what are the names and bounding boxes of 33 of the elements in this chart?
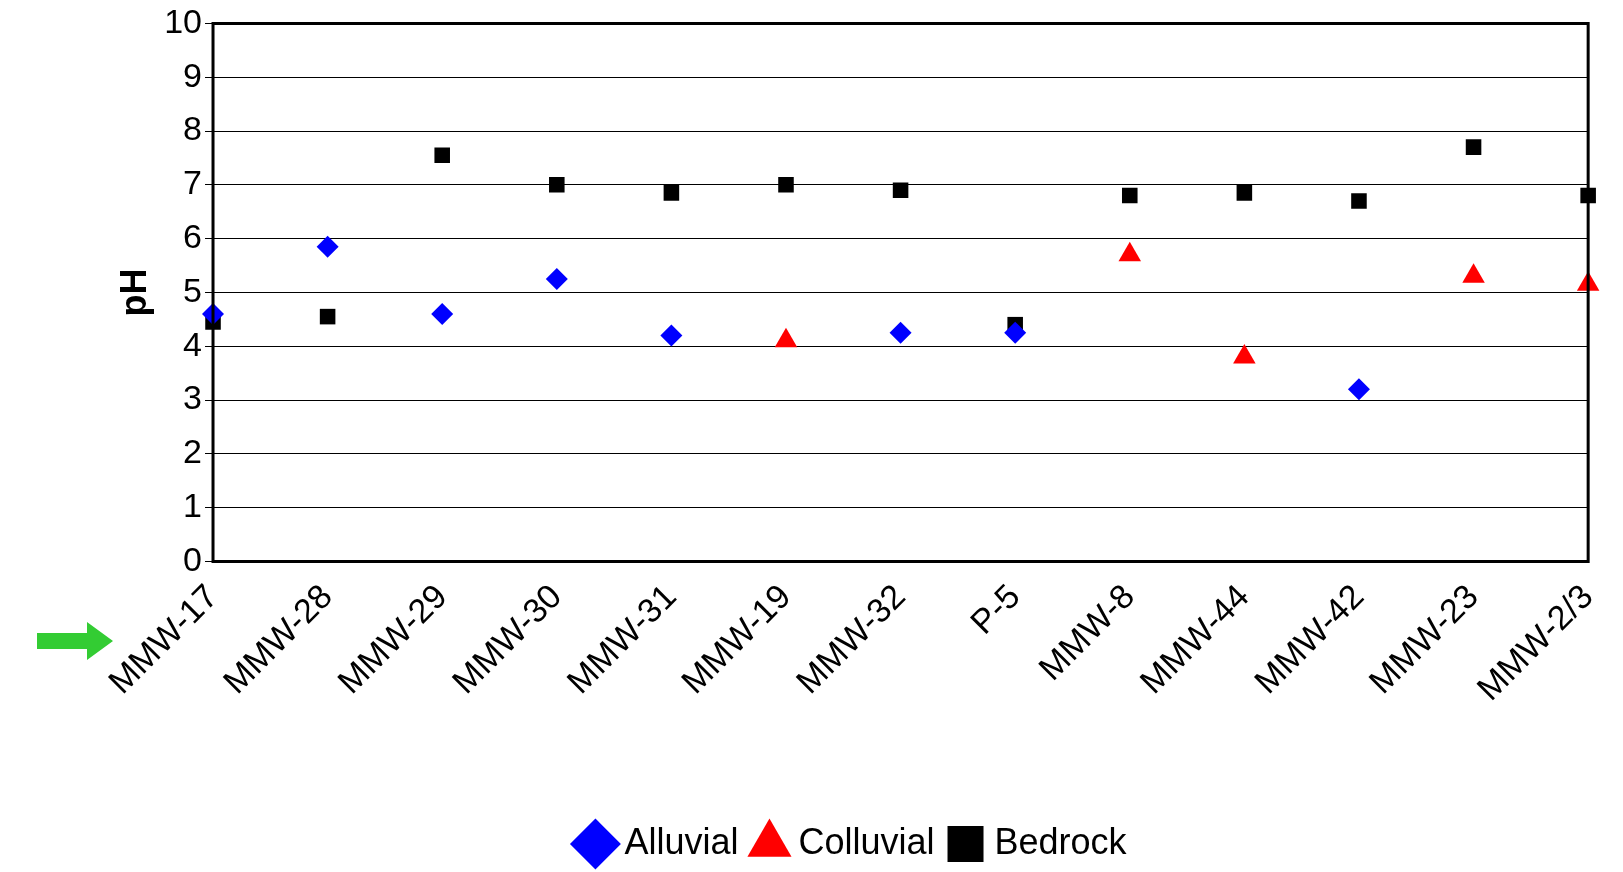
- y-tick-label: 8: [183, 109, 203, 148]
- point: [1004, 321, 1027, 344]
- point: [434, 147, 450, 163]
- y-tick-label: 4: [183, 324, 203, 363]
- point: [1236, 185, 1253, 201]
- point: [431, 302, 454, 325]
- y-tick-label: 1: [183, 485, 203, 524]
- point: [319, 308, 336, 325]
- point: [889, 321, 912, 344]
- legend-label: Alluvial: [624, 820, 739, 862]
- point: [545, 267, 568, 290]
- y-tick-label: 2: [183, 432, 203, 471]
- point: [660, 324, 683, 347]
- y-tick-label: 3: [183, 378, 203, 417]
- x-tick-label: P-5: [962, 576, 1027, 641]
- y-axis-title: pH: [112, 268, 154, 317]
- point: [1465, 139, 1482, 155]
- y-tick-label: 0: [183, 539, 203, 578]
- legend-label: Bedrock: [994, 820, 1128, 862]
- point: [1351, 193, 1367, 209]
- point: [1121, 187, 1138, 204]
- y-tick-label: 10: [164, 1, 203, 40]
- y-tick-label: 7: [183, 163, 203, 202]
- y-tick-label: 6: [183, 216, 203, 255]
- point: [663, 185, 680, 201]
- point: [778, 177, 794, 193]
- point: [549, 177, 565, 193]
- y-tick-label: 9: [183, 55, 203, 94]
- y-tick-label: 5: [183, 270, 203, 309]
- point: [892, 182, 909, 198]
- point: [1347, 378, 1370, 401]
- legend-label: Colluvial: [798, 820, 935, 862]
- point: [316, 235, 339, 258]
